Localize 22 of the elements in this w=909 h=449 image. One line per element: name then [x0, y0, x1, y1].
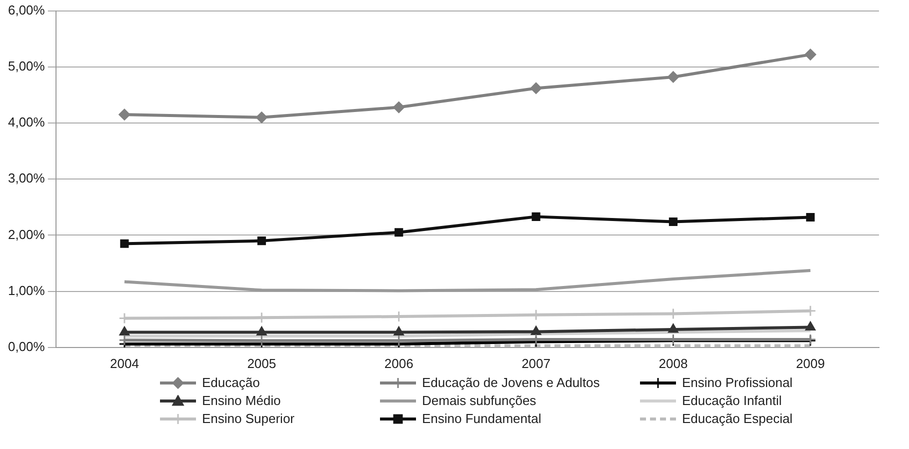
x-tick-label: 2004	[110, 356, 139, 371]
y-tick-label: 5,00%	[8, 58, 46, 74]
x-tick-label: 2009	[796, 356, 825, 371]
y-tick-label: 4,00%	[8, 114, 46, 130]
legend-label: Educação	[202, 375, 260, 390]
y-tick-label: 2,00%	[8, 226, 46, 242]
legend-label: Educação Infantil	[682, 393, 782, 408]
y-tick-label: 1,00%	[8, 282, 46, 298]
x-tick-label: 2007	[522, 356, 550, 371]
legend-label: Ensino Superior	[202, 411, 294, 426]
y-tick-label: 3,00%	[8, 170, 46, 186]
x-tick-label: 2006	[384, 356, 414, 371]
legend-label: Educação Especial	[682, 411, 793, 426]
legend-label: Ensino Fundamental	[422, 411, 542, 426]
y-tick-label: 6,00%	[8, 2, 46, 18]
legend-label: Demais subfunções	[422, 393, 536, 408]
legend-label: Educação de Jovens e Adultos	[422, 375, 600, 390]
x-tick-label: 2008	[658, 356, 688, 371]
legend-label: Ensino Médio	[202, 393, 281, 408]
y-tick-label: 0,00%	[8, 338, 46, 354]
x-tick-label: 2005	[247, 356, 276, 371]
legend-label: Ensino Profissional	[682, 375, 793, 390]
